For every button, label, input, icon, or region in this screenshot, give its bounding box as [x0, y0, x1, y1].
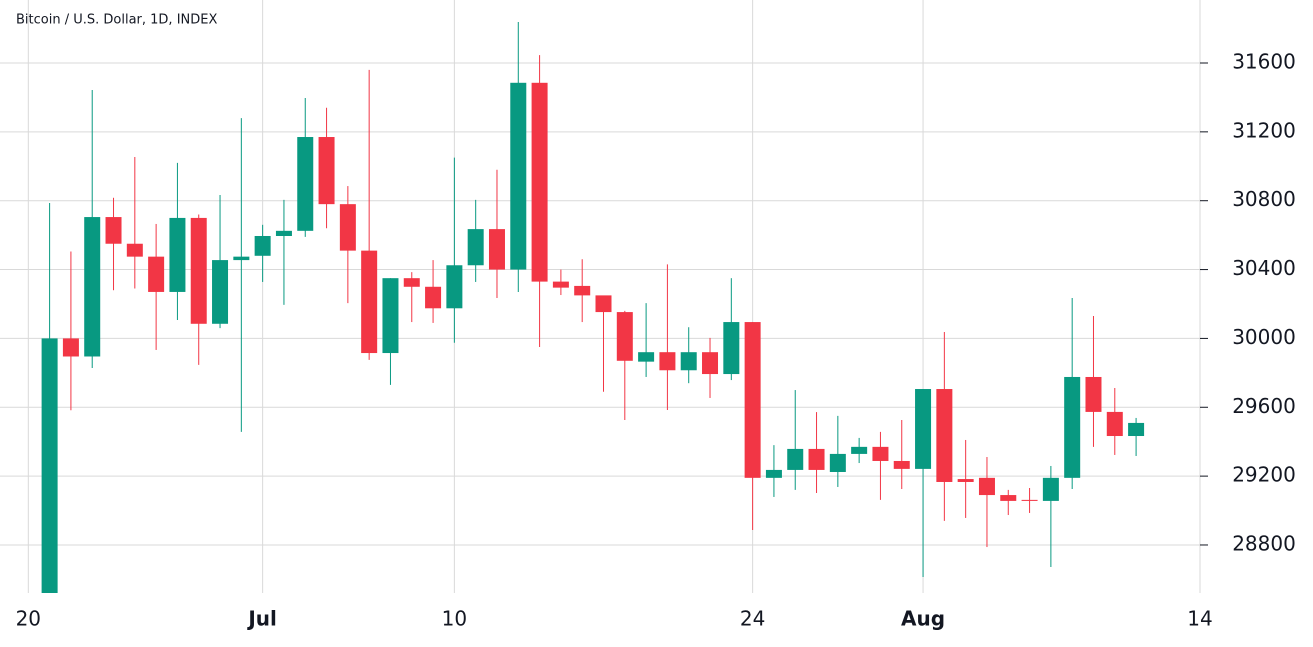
candle-body: [851, 446, 868, 454]
candle-body: [552, 281, 569, 288]
candles: [41, 22, 1145, 593]
candle-body: [978, 477, 995, 496]
candle-body: [62, 338, 79, 357]
candle-body: [297, 137, 314, 231]
candle-body: [957, 479, 974, 482]
candle-body: [531, 82, 548, 282]
candle-body: [190, 217, 207, 324]
candle-body: [1106, 411, 1123, 437]
candle-body: [616, 312, 633, 361]
candle-body: [638, 352, 655, 362]
candle-body: [446, 265, 463, 309]
candle-body: [787, 448, 804, 470]
grid: [0, 0, 1201, 593]
candle-body: [872, 446, 889, 461]
candle-body: [765, 469, 782, 478]
candle-body: [680, 352, 697, 371]
candle-body: [744, 322, 761, 478]
candle-body: [403, 278, 420, 287]
candle-body: [467, 229, 484, 266]
candle-body: [936, 389, 953, 482]
y-tick-label: 30000: [1232, 325, 1296, 349]
candle-body: [105, 217, 122, 244]
candle-body: [382, 278, 399, 354]
chart-title: Bitcoin / U.S. Dollar, 1D, INDEX: [16, 13, 217, 28]
candle-body: [915, 389, 932, 469]
candle-body: [361, 250, 378, 354]
candle-body: [1085, 376, 1102, 412]
y-tick-label: 30400: [1232, 256, 1296, 280]
candle-body: [829, 453, 846, 472]
candle-body: [126, 243, 143, 257]
y-tick-label: 28800: [1232, 531, 1296, 555]
candle-body: [425, 286, 442, 309]
x-tick-label: 14: [1187, 607, 1212, 631]
candle-body: [339, 204, 356, 251]
y-tick-label: 31200: [1232, 118, 1296, 142]
candle-body: [1064, 376, 1081, 478]
candle-body: [212, 260, 229, 324]
x-tick-label: Aug: [901, 607, 945, 631]
candle-body: [808, 448, 825, 470]
candle-body: [233, 256, 250, 261]
candle-body: [1042, 477, 1059, 501]
y-tick-label: 29200: [1232, 463, 1296, 487]
candle-body: [723, 322, 740, 375]
x-tick-label: 20: [16, 607, 41, 631]
candle-body: [488, 229, 505, 270]
candle-body: [169, 217, 186, 292]
candle-body: [702, 352, 719, 375]
candle-body: [254, 235, 271, 256]
candle-body: [41, 338, 58, 593]
candle-body: [1128, 422, 1145, 437]
y-tick-label: 31600: [1232, 50, 1296, 74]
candle-body: [574, 285, 591, 296]
candle-body: [1021, 499, 1038, 501]
axes: 28800 29200 29600 30000 30400 30800 31200 31600…: [16, 50, 1296, 631]
candle-body: [318, 137, 335, 205]
candle-body: [595, 295, 612, 313]
y-tick-label: 29600: [1232, 394, 1296, 418]
candle-body: [84, 217, 101, 357]
candle-body: [659, 352, 676, 371]
candle-body: [893, 460, 910, 469]
candle-body: [148, 256, 165, 292]
y-tick-label: 30800: [1232, 187, 1296, 211]
x-tick-label: 24: [740, 607, 765, 631]
candle-body: [275, 230, 292, 236]
candle-body: [1000, 495, 1017, 501]
x-tick-label: 10: [442, 607, 467, 631]
candle-body: [510, 82, 527, 270]
x-tick-label: Jul: [246, 607, 277, 631]
